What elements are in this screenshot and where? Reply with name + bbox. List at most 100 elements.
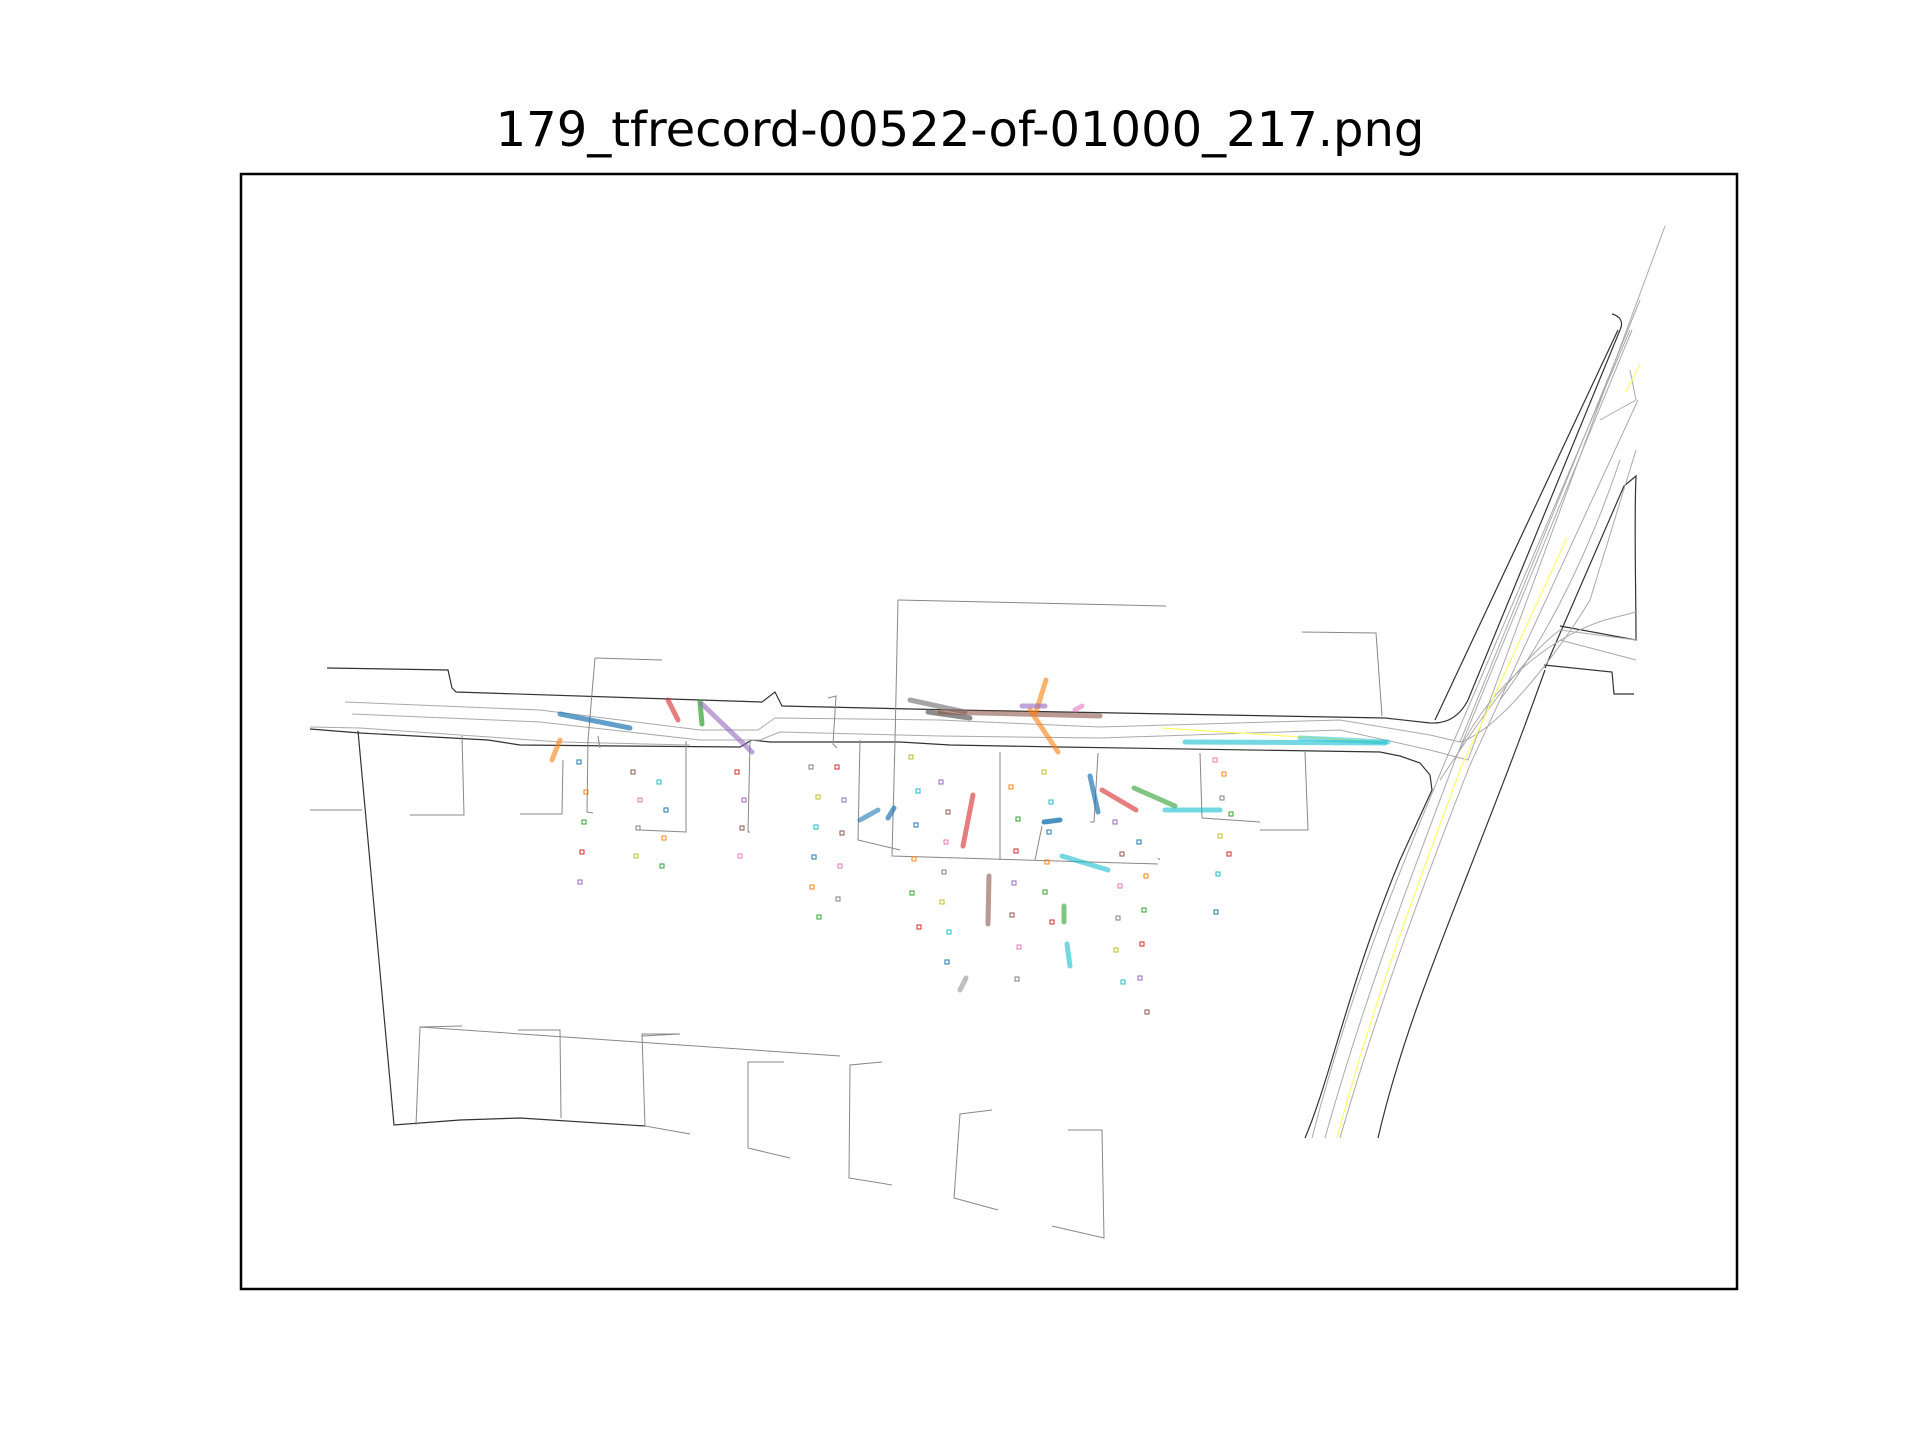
agent-track	[857, 807, 881, 823]
agent-point	[1013, 848, 1019, 854]
agent-point	[938, 779, 944, 785]
agent-point	[1115, 915, 1121, 921]
figure-title: 179_tfrecord-00522-of-01000_217.png	[495, 102, 1425, 158]
agent-track	[1099, 787, 1139, 813]
agent-point	[1119, 851, 1125, 857]
agent-track	[937, 709, 1103, 719]
agent-point	[737, 853, 743, 859]
center-lines	[1161, 363, 1641, 1139]
agent-track	[549, 737, 563, 763]
agent-point	[1117, 883, 1123, 889]
agent-point	[1221, 771, 1227, 777]
agent-track	[957, 975, 969, 993]
agent-track	[1131, 785, 1178, 809]
agent-point	[1139, 941, 1145, 947]
agent-point	[1144, 1009, 1150, 1015]
agent-point	[837, 863, 843, 869]
agent-point	[583, 789, 589, 795]
agent-point	[1120, 979, 1126, 985]
agent-track	[1064, 941, 1073, 969]
agent-point	[943, 839, 949, 845]
agent-point	[579, 849, 585, 855]
agent-track	[1297, 735, 1391, 745]
agent-point	[835, 896, 841, 902]
agent-point	[834, 764, 840, 770]
agent-track	[557, 711, 633, 731]
agent-point	[1011, 880, 1017, 886]
agent-point	[945, 809, 951, 815]
agent-track	[985, 873, 992, 927]
agent-point	[1049, 919, 1055, 925]
agent-point	[1113, 947, 1119, 953]
agent-point	[1136, 839, 1142, 845]
agent-point	[734, 769, 740, 775]
agent-point	[944, 959, 950, 965]
agent-point	[1048, 799, 1054, 805]
agent-track	[1087, 773, 1101, 815]
agent-point	[1141, 907, 1147, 913]
agent-point	[741, 797, 747, 803]
agent-point	[941, 869, 947, 875]
agent-track	[1072, 703, 1085, 713]
agent-point	[916, 924, 922, 930]
agent-point	[1015, 816, 1021, 822]
agent-point	[1226, 851, 1232, 857]
agent-track	[925, 709, 973, 721]
agent-point	[1217, 833, 1223, 839]
agent-point	[1212, 757, 1218, 763]
agent-point	[908, 754, 914, 760]
agent-point	[1008, 784, 1014, 790]
agent-track	[1041, 817, 1063, 825]
agent-point	[656, 779, 662, 785]
agent-point	[576, 759, 582, 765]
agent-point	[1014, 976, 1020, 982]
agent-point	[1112, 819, 1118, 825]
agent-point	[939, 899, 945, 905]
plot-frame	[239, 172, 1739, 1291]
agent-points	[576, 754, 1234, 1015]
agent-point	[663, 807, 669, 813]
agent-track	[885, 805, 897, 821]
agent-track	[960, 792, 976, 849]
agent-point	[1042, 889, 1048, 895]
agent-point	[811, 854, 817, 860]
agent-point	[841, 797, 847, 803]
road-edges	[309, 313, 1637, 1139]
agent-track	[665, 697, 681, 723]
agent-point	[909, 890, 915, 896]
agent-point	[913, 822, 919, 828]
agent-point	[816, 914, 822, 920]
agent-point	[911, 856, 917, 862]
agent-point	[739, 825, 745, 831]
agent-point	[808, 764, 814, 770]
agent-point	[659, 863, 665, 869]
agent-point	[839, 830, 845, 836]
agent-point	[1041, 769, 1047, 775]
parking-lines	[310, 599, 1383, 1239]
agent-point	[946, 929, 952, 935]
agent-point	[635, 825, 641, 831]
agent-point	[630, 769, 636, 775]
agent-point	[633, 853, 639, 859]
agent-point	[815, 794, 821, 800]
agent-point	[1009, 912, 1015, 918]
agent-point	[915, 788, 921, 794]
agent-point	[1016, 944, 1022, 950]
agent-point	[1228, 811, 1234, 817]
agent-point	[813, 824, 819, 830]
agent-point	[809, 884, 815, 890]
agent-point	[581, 819, 587, 825]
agent-point	[1215, 871, 1221, 877]
agent-point	[577, 879, 583, 885]
agent-track	[1059, 853, 1111, 873]
agent-point	[1219, 795, 1225, 801]
agent-point	[1213, 909, 1219, 915]
agent-point	[637, 797, 643, 803]
lane-lines	[309, 225, 1666, 1139]
agent-point	[1046, 829, 1052, 835]
agent-track	[699, 701, 755, 755]
agent-tracks	[549, 677, 1391, 993]
agent-point	[1137, 975, 1143, 981]
agent-track	[1027, 707, 1061, 755]
agent-point	[1044, 859, 1050, 865]
